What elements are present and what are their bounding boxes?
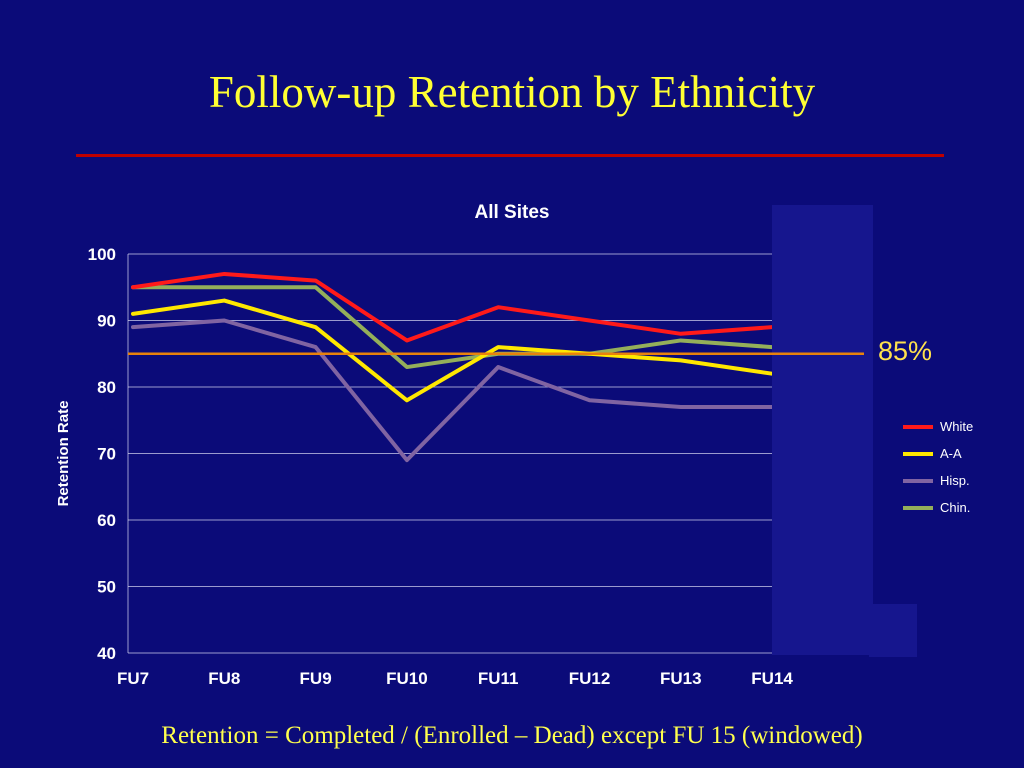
reference-line-label: 85% — [878, 335, 933, 366]
x-tick-label: FU8 — [208, 669, 240, 688]
chart-legend: White A-A Hisp. Chin. — [903, 419, 973, 515]
censor-box-large — [772, 205, 873, 655]
series-line-aa — [131, 298, 775, 403]
legend-swatch — [903, 478, 933, 483]
x-tick-label: FU10 — [386, 669, 428, 688]
legend-item-hisp: Hisp. — [903, 473, 973, 488]
x-tick-label: FU12 — [569, 669, 611, 688]
title-divider — [76, 154, 944, 157]
series-line-white — [131, 271, 775, 343]
legend-item-aa: A-A — [903, 446, 973, 461]
x-tick-label: FU13 — [660, 669, 702, 688]
x-tick-label: FU11 — [478, 669, 519, 688]
y-axis-title: Retention Rate — [55, 401, 72, 507]
y-tick-label: 90 — [97, 312, 116, 331]
legend-label: Hisp. — [940, 473, 970, 488]
legend-item-chin: Chin. — [903, 500, 973, 515]
legend-swatch — [903, 451, 933, 456]
y-tick-label: 60 — [97, 511, 116, 530]
y-tick-label: 50 — [97, 578, 116, 597]
legend-swatch — [903, 424, 933, 429]
chart-title: All Sites — [474, 202, 550, 223]
legend-label: Chin. — [940, 500, 971, 515]
y-tick-label: 40 — [97, 644, 116, 663]
censor-box-small — [869, 604, 917, 657]
series-line-hisp — [131, 318, 775, 463]
series-line-chin — [131, 285, 775, 370]
x-tick-label: FU7 — [117, 669, 149, 688]
legend-swatch — [903, 505, 933, 510]
x-tick-label: FU9 — [300, 669, 332, 688]
legend-item-white: White — [903, 419, 973, 434]
y-tick-label: 80 — [97, 378, 116, 397]
legend-label: A-A — [940, 446, 962, 461]
y-tick-label: 70 — [97, 445, 116, 464]
slide-caption: Retention = Completed / (Enrolled – Dead… — [161, 722, 863, 749]
legend-label: White — [940, 419, 974, 434]
y-tick-label: 100 — [88, 245, 116, 264]
slide-title: Follow-up Retention by Ethnicity — [208, 67, 816, 117]
x-tick-label: FU14 — [751, 669, 793, 688]
